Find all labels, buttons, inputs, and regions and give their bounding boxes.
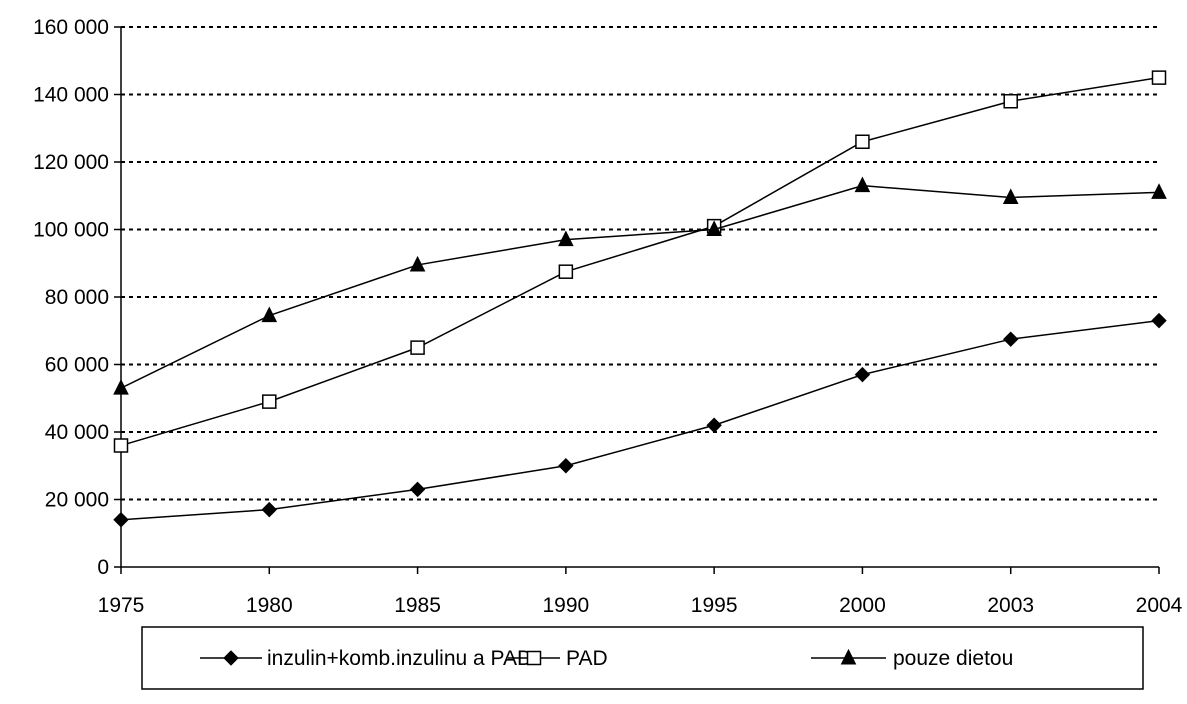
legend-marker bbox=[840, 648, 857, 665]
x-tick-label: 1980 bbox=[246, 594, 293, 617]
data-point bbox=[1003, 331, 1019, 347]
y-tick-label: 20 000 bbox=[45, 489, 109, 512]
x-tick-label: 1985 bbox=[394, 594, 441, 617]
y-tick-label: 40 000 bbox=[45, 421, 109, 444]
data-point bbox=[261, 501, 277, 518]
x-tick-label: 1975 bbox=[98, 594, 145, 617]
legend-label: inzulin+komb.inzulinu a PAD bbox=[267, 647, 532, 670]
data-point bbox=[558, 264, 574, 279]
data-point bbox=[113, 379, 129, 395]
tick-labels: 0 20 000 40 000 60 000 80 000 100 000 120 000 1… bbox=[33, 16, 1183, 617]
data-point bbox=[1002, 188, 1019, 204]
data-point bbox=[262, 394, 277, 409]
x-tick-label: 1990 bbox=[542, 594, 589, 617]
x-tick-label: 1995 bbox=[691, 594, 738, 617]
legend-marker bbox=[526, 650, 542, 666]
y-tick-label: 80 000 bbox=[45, 286, 109, 309]
data-point bbox=[1151, 312, 1167, 329]
y-tick-label: 0 bbox=[97, 556, 109, 579]
data-point bbox=[113, 512, 129, 528]
y-tick-label: 120 000 bbox=[33, 151, 109, 174]
legend-marker bbox=[223, 650, 239, 666]
x-tick-label: 2004 bbox=[1136, 594, 1183, 617]
series-line bbox=[120, 184, 1160, 389]
data-point bbox=[706, 220, 722, 236]
y-tick-label: 160 000 bbox=[33, 16, 109, 39]
data-point bbox=[113, 438, 129, 453]
series-lines bbox=[113, 70, 1167, 528]
data-point bbox=[558, 230, 574, 247]
legend: inzulin+komb.inzulinu a PAD PAD pouze diet… bbox=[141, 626, 1144, 690]
x-tick-label: 2000 bbox=[839, 594, 886, 617]
data-point bbox=[410, 340, 425, 355]
legend-label: PAD bbox=[566, 647, 608, 670]
axes bbox=[114, 26, 1160, 574]
legend-box bbox=[141, 626, 1144, 690]
data-point bbox=[409, 481, 426, 498]
data-point bbox=[855, 134, 870, 149]
y-tick-label: 140 000 bbox=[33, 84, 109, 107]
data-point bbox=[706, 417, 722, 433]
data-point bbox=[1151, 183, 1167, 199]
data-point bbox=[854, 176, 871, 193]
data-point bbox=[854, 366, 871, 383]
data-point bbox=[1151, 70, 1167, 85]
data-point bbox=[261, 306, 278, 323]
data-point bbox=[558, 458, 574, 474]
series-line bbox=[120, 319, 1160, 521]
y-tick-label: 60 000 bbox=[45, 354, 109, 377]
data-point bbox=[1003, 94, 1018, 109]
x-tick-label: 2003 bbox=[987, 594, 1034, 617]
gridlines bbox=[121, 26, 1159, 501]
data-point bbox=[409, 255, 426, 272]
y-tick-label: 100 000 bbox=[33, 219, 109, 242]
legend-label: pouze dietou bbox=[893, 647, 1013, 670]
series-line bbox=[120, 76, 1160, 447]
